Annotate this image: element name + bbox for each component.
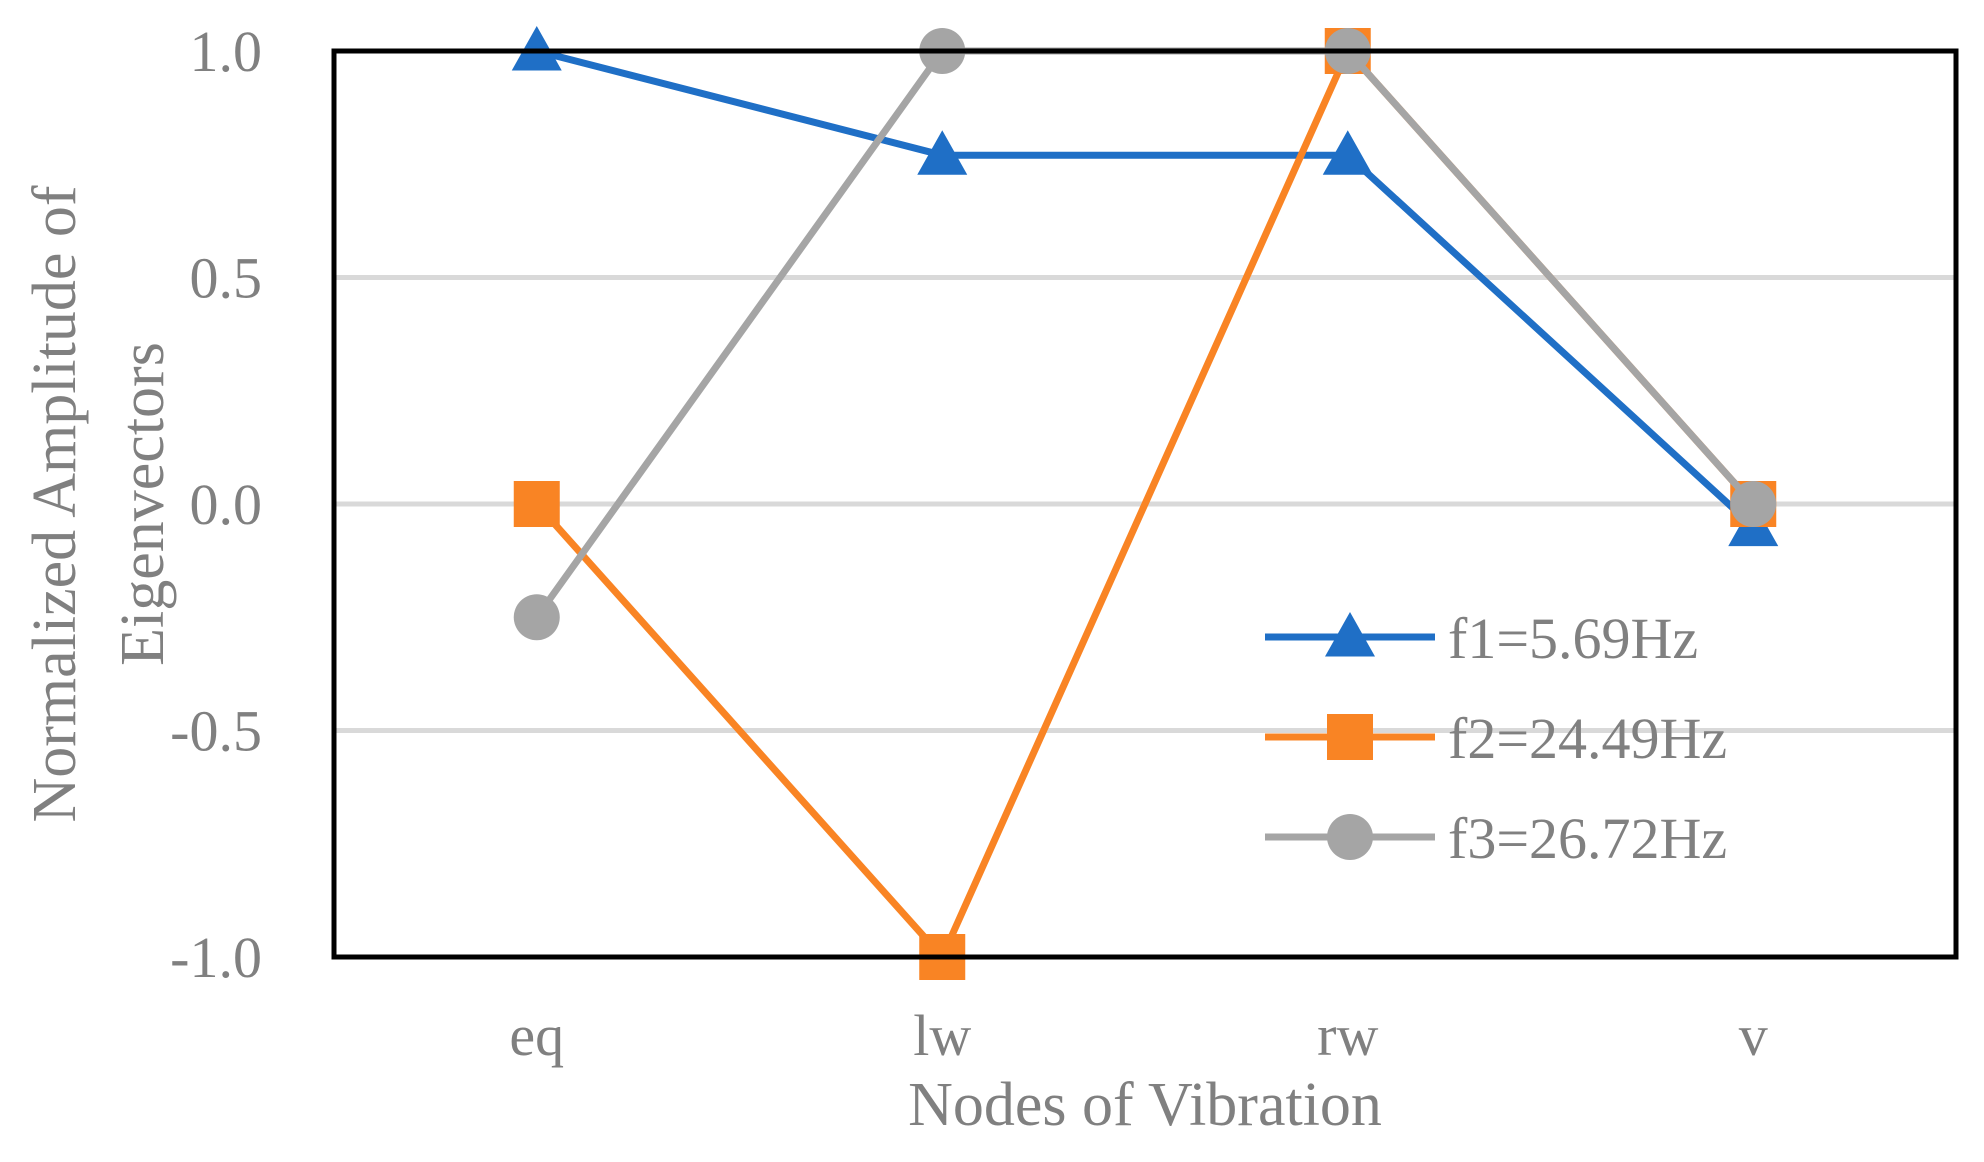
y-tick-label: -1.0 [170,925,262,990]
legend-label: f3=26.72Hz [1448,806,1727,871]
series-3-line [533,47,1756,620]
y-axis-title: Normalized Amplitude of Eigenvectors [21,185,177,822]
y-axis-title-line-1: Normalized Amplitude of [21,185,89,822]
y-tick-label: 0.0 [190,472,263,537]
legend-swatch-marker [1325,612,1375,657]
x-tick-label-rw: rw [1317,1003,1378,1068]
plot-area-frame [331,48,1959,960]
legend-label: f2=24.49Hz [1448,706,1727,771]
legend-label: f1=5.69Hz [1448,606,1698,671]
y-tick-label: 1.0 [190,19,263,84]
legend: f1=5.69Hz f2=24.49Hz f3=26.72Hz [1265,606,1727,871]
x-axis-title: Nodes of Vibration [908,1071,1382,1139]
x-axis-ticks: eq lw rw v [509,1003,1767,1068]
series-3 [513,28,1777,641]
series-3-point-v [1730,481,1777,527]
x-tick-label-lw: lw [913,1003,971,1068]
y-tick-label: -0.5 [170,699,262,764]
legend-swatch-marker [1327,714,1373,760]
series-1-point-rw [1322,130,1373,175]
legend-entry-2: f2=24.49Hz [1265,706,1727,771]
series-2-point-eq [513,481,560,527]
series-3-point-eq [513,594,560,641]
series-1 [511,26,1779,547]
series-1-point-eq [511,26,562,71]
series-1-line [535,47,1756,530]
x-tick-label-eq: eq [509,1003,564,1068]
y-axis-ticks: 1.0 0.5 0.0 -0.5 -1.0 [170,19,262,990]
y-axis-title-line-2: Eigenvectors [109,342,177,666]
legend-swatch-marker [1327,814,1373,860]
legend-entry-3: f3=26.72Hz [1265,806,1727,871]
y-tick-label: 0.5 [190,246,263,311]
legend-entry-1: f1=5.69Hz [1265,606,1698,671]
series-1-point-lw [917,130,968,175]
x-tick-label-v: v [1739,1003,1768,1068]
